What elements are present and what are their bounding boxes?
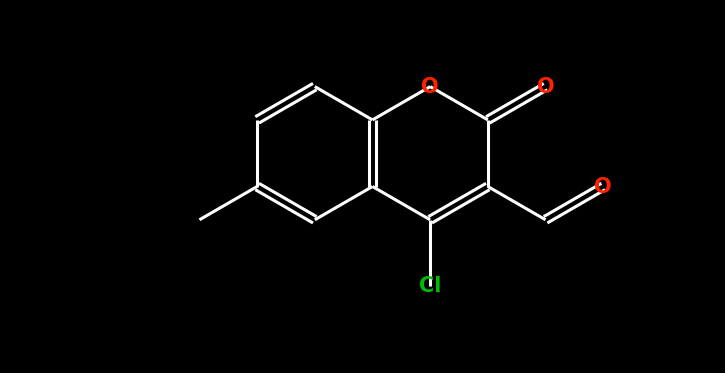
Text: O: O (421, 76, 439, 97)
Text: Cl: Cl (419, 276, 442, 297)
Text: O: O (536, 76, 555, 97)
Text: O: O (594, 176, 612, 197)
